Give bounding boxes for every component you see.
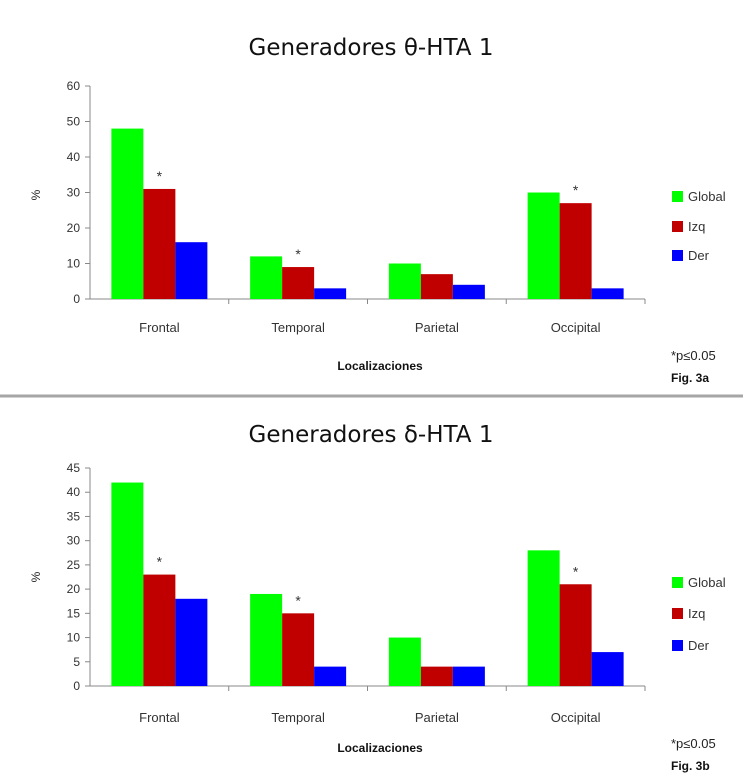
legend-label: Der — [688, 248, 710, 263]
bar-global-temporal — [250, 593, 283, 686]
legend-swatch-der — [672, 640, 683, 651]
bar-der-occipital — [591, 288, 624, 299]
bar-global-occipital — [527, 550, 560, 686]
y-tick-label: 60 — [67, 79, 81, 93]
bar-izq-occipital — [559, 584, 592, 686]
significance-marker: * — [573, 182, 579, 198]
y-tick-label: 5 — [73, 655, 80, 669]
significance-marker: * — [295, 592, 301, 608]
bar-izq-temporal — [282, 613, 315, 686]
significance-marker: * — [157, 168, 163, 184]
bar-global-occipital — [527, 192, 560, 299]
y-tick-label: 10 — [67, 257, 81, 271]
figure-label: Fig. 3b — [671, 759, 710, 773]
x-axis-label: Localizaciones — [337, 359, 423, 373]
x-tick-label: Temporal — [271, 320, 325, 335]
bar-izq-frontal — [143, 574, 176, 686]
x-tick-label: Occipital — [551, 710, 601, 725]
bar-izq-occipital — [559, 203, 592, 299]
y-tick-label: 15 — [67, 606, 81, 620]
y-tick-label: 0 — [73, 292, 80, 306]
y-tick-label: 30 — [67, 186, 81, 200]
bar-izq-parietal — [420, 274, 453, 299]
legend-label: Izq — [688, 606, 705, 621]
y-tick-label: 35 — [67, 509, 81, 523]
bar-global-frontal — [111, 482, 144, 686]
legend-swatch-izq — [672, 608, 683, 619]
y-tick-label: 10 — [67, 631, 81, 645]
legend-label: Izq — [688, 219, 705, 234]
x-tick-label: Frontal — [139, 320, 180, 335]
y-axis-label: % — [29, 189, 43, 200]
chart-title: Generadores θ-HTA 1 — [249, 35, 494, 61]
y-tick-label: 45 — [67, 461, 81, 475]
y-tick-label: 50 — [67, 115, 81, 129]
figure-label: Fig. 3a — [671, 371, 709, 385]
bar-der-temporal — [314, 666, 347, 686]
bar-der-temporal — [314, 288, 347, 299]
y-tick-label: 40 — [67, 150, 81, 164]
bar-global-parietal — [388, 637, 421, 686]
legend-swatch-der — [672, 250, 683, 261]
chart-title: Generadores δ-HTA 1 — [249, 422, 494, 448]
legend-swatch-global — [672, 191, 683, 202]
significance-marker: * — [295, 246, 301, 262]
significance-marker: * — [573, 563, 579, 579]
bar-global-temporal — [250, 256, 283, 299]
y-axis-label: % — [29, 571, 43, 582]
x-tick-label: Occipital — [551, 320, 601, 335]
significance-note: *p≤0.05 — [671, 736, 716, 751]
bar-der-occipital — [591, 652, 624, 686]
bar-der-frontal — [175, 598, 208, 686]
legend-swatch-izq — [672, 221, 683, 232]
bar-global-parietal — [388, 263, 421, 299]
bar-der-parietal — [452, 284, 485, 299]
legend-label: Global — [688, 189, 726, 204]
significance-marker: * — [157, 554, 163, 570]
bar-izq-frontal — [143, 188, 176, 299]
legend-label: Der — [688, 638, 710, 653]
bar-der-parietal — [452, 666, 485, 686]
y-tick-label: 20 — [67, 582, 81, 596]
x-axis-label: Localizaciones — [337, 741, 423, 755]
bar-izq-temporal — [282, 267, 315, 299]
bar-der-frontal — [175, 242, 208, 299]
significance-note: *p≤0.05 — [671, 348, 716, 363]
x-tick-label: Frontal — [139, 710, 180, 725]
bar-global-frontal — [111, 128, 144, 299]
y-tick-label: 20 — [67, 221, 81, 235]
x-tick-label: Parietal — [415, 710, 459, 725]
legend-label: Global — [688, 575, 726, 590]
bar-izq-parietal — [420, 666, 453, 686]
y-tick-label: 0 — [73, 679, 80, 693]
x-tick-label: Parietal — [415, 320, 459, 335]
y-tick-label: 30 — [67, 534, 81, 548]
legend-swatch-global — [672, 577, 683, 588]
y-tick-label: 25 — [67, 558, 81, 572]
y-tick-label: 40 — [67, 485, 81, 499]
x-tick-label: Temporal — [271, 710, 325, 725]
